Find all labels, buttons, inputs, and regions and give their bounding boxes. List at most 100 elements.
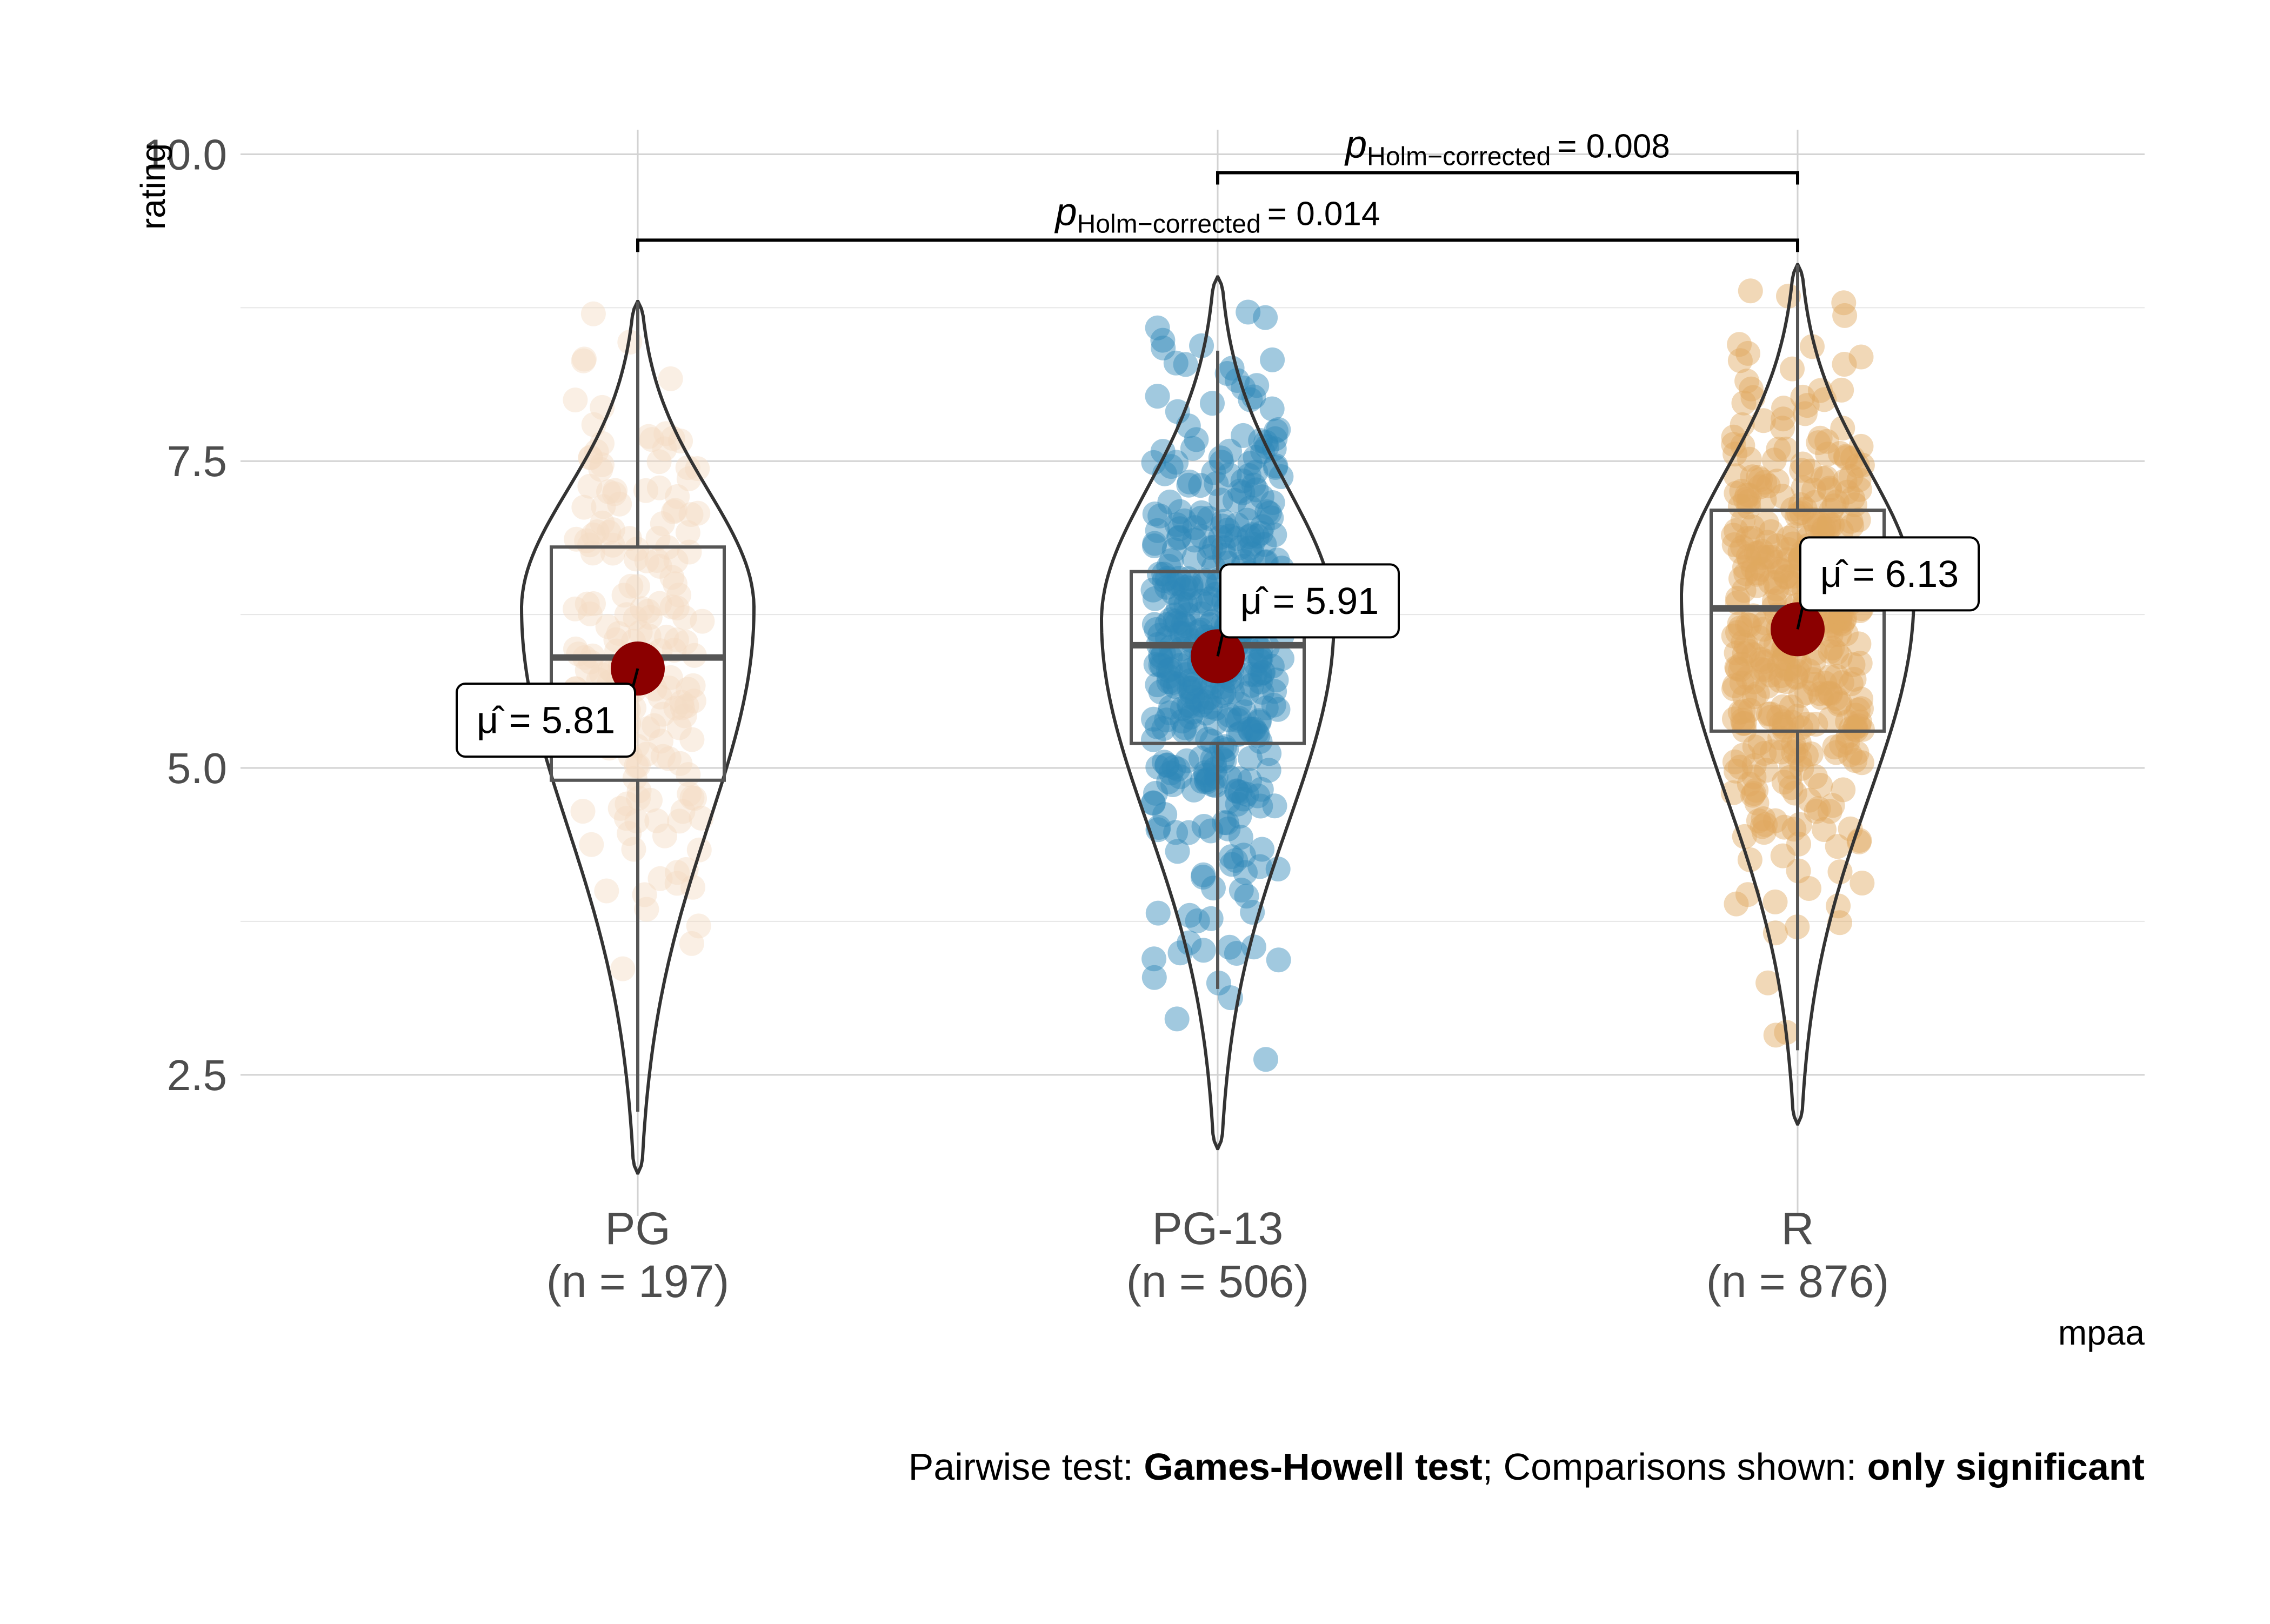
data-point (1754, 649, 1779, 674)
data-point (1770, 843, 1795, 868)
data-point (1194, 769, 1220, 794)
data-point (1846, 631, 1872, 657)
data-point (1797, 876, 1821, 901)
x-tick-count-label: (n = 506) (1126, 1256, 1310, 1307)
data-point (1827, 606, 1853, 632)
data-point (1238, 746, 1263, 771)
data-point (1151, 750, 1177, 775)
data-point (1721, 523, 1746, 548)
data-point (1758, 570, 1783, 595)
data-point (1245, 524, 1270, 549)
data-point (1262, 679, 1287, 704)
data-point (1217, 765, 1243, 790)
data-point (1761, 447, 1787, 473)
data-point (1725, 620, 1750, 645)
caption: Pairwise test: Games-Howell test; Compar… (909, 1446, 2145, 1488)
data-point (1208, 525, 1233, 550)
data-point (1237, 768, 1263, 793)
data-point (1140, 790, 1166, 816)
data-point (1721, 676, 1746, 701)
data-point (634, 897, 659, 922)
data-point (1741, 753, 1767, 778)
data-point (1838, 716, 1864, 741)
x-axis-title: mpaa (2058, 1313, 2145, 1352)
data-point (1244, 477, 1269, 503)
mean-label-connector (1796, 604, 1805, 630)
data-point (1789, 458, 1814, 483)
data-point (1234, 884, 1259, 909)
data-point (1173, 613, 1198, 638)
data-point (1748, 647, 1774, 672)
data-point (1827, 440, 1853, 466)
data-point (1832, 303, 1858, 328)
data-point (1189, 333, 1214, 358)
data-point (1247, 644, 1273, 670)
data-point (1247, 669, 1273, 694)
data-point (1727, 332, 1752, 357)
data-point (1802, 672, 1827, 697)
data-point (1145, 754, 1171, 780)
data-point (1741, 669, 1767, 694)
data-point (563, 387, 588, 413)
data-point (1776, 283, 1801, 309)
data-point (1248, 520, 1274, 546)
data-point (1729, 651, 1754, 677)
data-point (1724, 655, 1750, 680)
data-point (1202, 534, 1227, 560)
data-point (1835, 730, 1860, 755)
data-point (1160, 580, 1186, 605)
data-point (1144, 714, 1170, 739)
data-point (1732, 684, 1757, 710)
data-point (1178, 572, 1204, 597)
data-point (1721, 532, 1747, 557)
box-pg-13 (1130, 570, 1306, 745)
data-point (1831, 777, 1856, 803)
data-point (1246, 710, 1272, 735)
data-point (1824, 740, 1849, 765)
data-point (1225, 707, 1250, 733)
data-point (1827, 690, 1853, 716)
data-point (1198, 586, 1223, 611)
data-point (1228, 825, 1253, 850)
data-point (1247, 661, 1273, 687)
data-point (1203, 764, 1229, 790)
data-point (1177, 930, 1202, 955)
data-point (650, 744, 676, 769)
data-point (611, 583, 637, 608)
data-point (1741, 642, 1766, 667)
data-point (1257, 500, 1282, 526)
data-point (678, 502, 704, 527)
comparison-bracket (1216, 171, 1799, 185)
data-point (1171, 611, 1196, 636)
data-point (1835, 479, 1860, 505)
data-point (1185, 687, 1210, 713)
data-point (1178, 588, 1203, 613)
data-point (1850, 717, 1875, 742)
data-point (1149, 645, 1174, 671)
data-point (1824, 489, 1850, 514)
data-point (1250, 514, 1275, 539)
data-point (1812, 670, 1838, 696)
data-point (1216, 816, 1241, 841)
data-point (1847, 477, 1872, 502)
data-point (1250, 439, 1276, 464)
y-tick-label: 10.0 (143, 130, 227, 178)
data-point (1731, 630, 1756, 654)
box-r (1710, 509, 1886, 733)
data-point (1748, 467, 1773, 492)
data-point (1193, 700, 1218, 726)
data-point (1752, 470, 1778, 495)
data-point (1237, 536, 1262, 561)
data-point (1751, 617, 1776, 642)
data-point (1842, 748, 1868, 773)
data-point (1785, 659, 1811, 684)
data-point (1168, 590, 1193, 615)
data-point (1167, 620, 1193, 646)
data-point (647, 553, 672, 579)
data-point (1848, 686, 1874, 712)
data-point (672, 703, 697, 729)
data-point (1193, 767, 1219, 793)
data-point (1748, 657, 1774, 682)
data-point (1141, 965, 1167, 990)
data-point (1774, 669, 1799, 694)
